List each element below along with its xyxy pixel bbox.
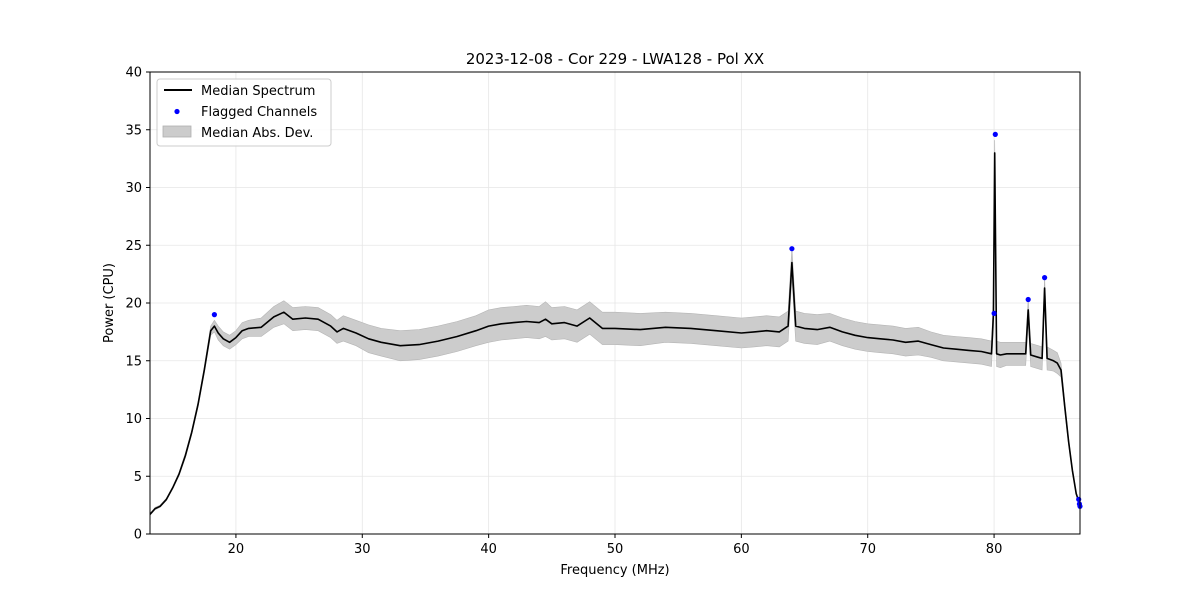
flagged-channel-point [1076, 496, 1082, 502]
legend-point-swatch [174, 108, 180, 115]
x-tick-label: 40 [480, 542, 497, 557]
legend-band-swatch [162, 125, 192, 138]
legend-label-median-spectrum: Median Spectrum [201, 84, 315, 99]
x-ticks: 20 30 40 50 60 70 80 [228, 534, 1003, 557]
y-tick-label: 25 [125, 239, 142, 254]
y-tick-label: 15 [125, 354, 142, 369]
chart-title: 2023-12-08 - Cor 229 - LWA128 - Pol XX [466, 50, 764, 68]
legend: Median Spectrum Flagged Channels Median … [156, 78, 332, 147]
flagged-channel-point [991, 310, 997, 316]
median-spectrum-line [149, 152, 1081, 515]
x-tick-label: 70 [859, 542, 876, 557]
y-tick-label: 5 [134, 470, 142, 485]
flagged-channel-point [211, 312, 217, 318]
median-line-layer [149, 152, 1081, 515]
x-tick-label: 60 [733, 542, 750, 557]
flagged-channel-point [789, 246, 795, 252]
flagged-points-layer [211, 131, 1083, 509]
x-axis-label: Frequency (MHz) [560, 563, 669, 578]
y-tick-label: 30 [125, 181, 142, 196]
x-tick-label: 20 [228, 542, 245, 557]
y-tick-label: 35 [125, 123, 142, 138]
y-tick-label: 40 [125, 66, 142, 81]
flagged-channel-point [1042, 275, 1048, 281]
y-tick-label: 20 [125, 297, 142, 312]
x-tick-label: 80 [986, 542, 1003, 557]
flagged-channel-point [1025, 296, 1031, 303]
y-tick-label: 0 [134, 528, 142, 543]
legend-box [156, 78, 332, 147]
flagged-channel-point [992, 131, 998, 137]
x-tick-label: 30 [354, 542, 371, 557]
y-tick-label: 10 [125, 412, 142, 427]
y-axis-label: Power (CPU) [102, 263, 117, 343]
y-ticks: 0 5 10 15 20 25 30 35 40 [125, 66, 150, 543]
legend-label-mad: Median Abs. Dev. [201, 126, 313, 141]
legend-label-flagged-channels: Flagged Channels [201, 105, 317, 120]
x-tick-label: 50 [607, 542, 624, 557]
